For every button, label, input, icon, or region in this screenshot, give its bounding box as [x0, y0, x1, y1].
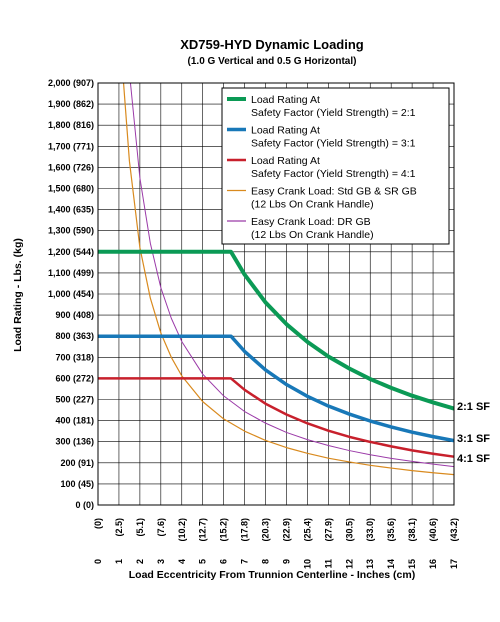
legend-label: Load Rating At [251, 94, 320, 106]
x-tick-label: 9 [281, 559, 291, 564]
x-tick-label-cm: (30.5) [344, 518, 354, 542]
x-tick-label: 6 [219, 559, 229, 564]
x-tick-label: 16 [428, 559, 438, 569]
x-tick-label: 12 [344, 559, 354, 569]
y-tick-label: 1,800 (816) [48, 120, 94, 130]
y-tick-label: 100 (45) [60, 479, 94, 489]
y-tick-label: 0 (0) [75, 500, 94, 510]
x-tick-label: 13 [365, 559, 375, 569]
x-tick-label-cm: (2.5) [114, 518, 124, 537]
legend-label: Easy Crank Load: DR GB [251, 216, 371, 228]
x-tick-label-cm: (22.9) [281, 518, 291, 542]
y-tick-label: 1,500 (680) [48, 184, 94, 194]
legend-label: Safety Factor (Yield Strength) = 3:1 [251, 138, 416, 150]
x-tick-label: 4 [177, 559, 187, 564]
x-tick-label: 8 [261, 559, 271, 564]
y-tick-label: 1,000 (454) [48, 289, 94, 299]
legend-label: Safety Factor (Yield Strength) = 2:1 [251, 107, 416, 119]
x-tick-label: 17 [449, 559, 459, 569]
series-line [98, 249, 455, 411]
y-tick-label: 1,900 (862) [48, 99, 94, 109]
series-line [98, 334, 455, 443]
chart-title: XD759-HYD Dynamic Loading [180, 37, 364, 52]
legend-label: (12 Lbs On Crank Handle) [251, 229, 374, 241]
x-tick-label: 15 [407, 559, 417, 569]
series-layer [98, 82, 455, 476]
legend-box [221, 87, 450, 245]
x-axis-ticks: (0) 0 (2.5) 1 (5.1) 2 (7.6) 3 (10.2) 4 (12.7) 5 (15.… [93, 518, 459, 569]
y-tick-label: 400 (181) [55, 416, 94, 426]
x-tick-label: 7 [240, 559, 250, 564]
x-tick-label-cm: (38.1) [407, 518, 417, 542]
y-tick-label: 900 (408) [55, 310, 94, 320]
x-tick-label: 0 [93, 559, 103, 564]
x-tick-label-cm: (27.9) [323, 518, 333, 542]
series-end-label: 2:1 SF [457, 401, 490, 413]
y-axis-ticks: 0 (0) 100 (45) 200 (91) 300 (136) 400 (181) 5… [48, 78, 94, 510]
x-tick-label-cm: (0) [93, 518, 103, 529]
plot-frame [97, 82, 455, 506]
y-tick-label: 1,100 (499) [48, 268, 94, 278]
legend-label: (12 Lbs On Crank Handle) [251, 199, 374, 211]
series-end-label: 4:1 SF [457, 453, 490, 465]
y-tick-label: 200 (91) [60, 458, 94, 468]
y-axis-label: Load Rating - Lbs. (kg) [12, 238, 24, 352]
x-tick-label-cm: (25.4) [302, 518, 312, 542]
x-tick-label-cm: (17.8) [240, 518, 250, 542]
legend-label: Load Rating At [251, 155, 320, 167]
x-tick-label: 2 [135, 559, 145, 564]
y-tick-label: 1,300 (590) [48, 226, 94, 236]
x-tick-label: 1 [114, 559, 124, 564]
y-tick-label: 300 (136) [55, 437, 94, 447]
x-tick-label: 5 [198, 559, 208, 564]
x-tick-label-cm: (20.3) [261, 518, 271, 542]
x-tick-label-cm: (43.2) [449, 518, 459, 542]
series-line [122, 82, 455, 476]
legend-label: Easy Crank Load: Std GB & SR GB [251, 186, 417, 198]
series-end-label: 3:1 SF [457, 433, 490, 445]
y-tick-label: 1,400 (635) [48, 205, 94, 215]
x-tick-label-cm: (15.2) [219, 518, 229, 542]
legend-label: Safety Factor (Yield Strength) = 4:1 [251, 168, 416, 180]
x-tick-label: 10 [302, 559, 312, 569]
y-tick-label: 700 (318) [55, 352, 94, 362]
x-tick-label-cm: (10.2) [177, 518, 187, 542]
legend-label: Load Rating At [251, 125, 320, 137]
series-line [129, 82, 455, 468]
y-tick-label: 1,700 (771) [48, 141, 94, 151]
x-tick-label: 3 [156, 559, 166, 564]
x-tick-label-cm: (12.7) [198, 518, 208, 542]
y-tick-label: 1,200 (544) [48, 247, 94, 257]
x-tick-label: 14 [386, 559, 396, 569]
y-tick-label: 500 (227) [55, 395, 94, 405]
x-axis-label: Load Eccentricity From Trunnion Centerli… [129, 569, 415, 581]
x-tick-label-cm: (7.6) [156, 518, 166, 537]
y-tick-label: 2,000 (907) [48, 78, 94, 88]
y-tick-label: 1,600 (726) [48, 162, 94, 172]
y-tick-label: 600 (272) [55, 373, 94, 383]
y-tick-label: 800 (363) [55, 331, 94, 341]
chart-subtitle: (1.0 G Vertical and 0.5 G Horizontal) [188, 56, 357, 67]
x-tick-label-cm: (40.6) [428, 518, 438, 542]
end-labels: 2:1 SF 3:1 SF 4:1 SF [457, 401, 490, 465]
x-tick-label: 11 [323, 559, 333, 569]
x-tick-label-cm: (35.6) [386, 518, 396, 542]
x-tick-label-cm: (5.1) [135, 518, 145, 537]
series-line [98, 377, 455, 458]
x-tick-label-cm: (33.0) [365, 518, 375, 542]
